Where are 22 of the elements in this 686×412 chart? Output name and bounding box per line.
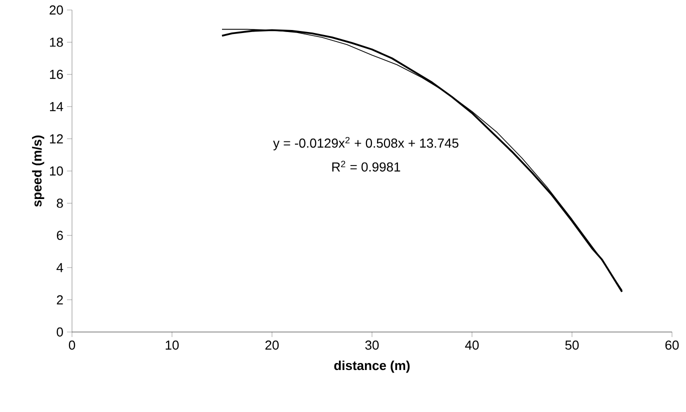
y-tick-label: 0 [56,327,63,337]
y-tick-label: 18 [50,38,63,47]
x-tick-label: 10 [166,340,179,350]
y-tick-label: 20 [50,5,63,15]
annotation: y = -0.0129x$^{2}$ + 0.508x + 13.745 [273,136,458,150]
annotation: R$^{2}$ = 0.9981 [332,160,400,172]
x-tick-label: 50 [565,340,579,350]
x-axis-title: distance (m) [334,360,410,373]
y-tick-label: 14 [50,102,64,112]
y-tick-label: 10 [50,166,63,176]
y-tick-label: 8 [56,198,63,208]
x-tick-label: 40 [465,340,479,350]
y-tick-label: 12 [50,134,63,144]
y-tick-label: 4 [56,263,64,272]
x-tick-label: 0 [68,340,76,350]
y-axis-title: speed (m/s) [32,136,44,207]
x-tick-label: 20 [265,340,279,350]
y-tick-label: 2 [56,295,63,304]
y-tick-label: 6 [56,230,63,240]
x-tick-label: 30 [365,340,379,350]
y-tick-label: 16 [50,70,63,79]
x-tick-label: 60 [665,340,679,350]
